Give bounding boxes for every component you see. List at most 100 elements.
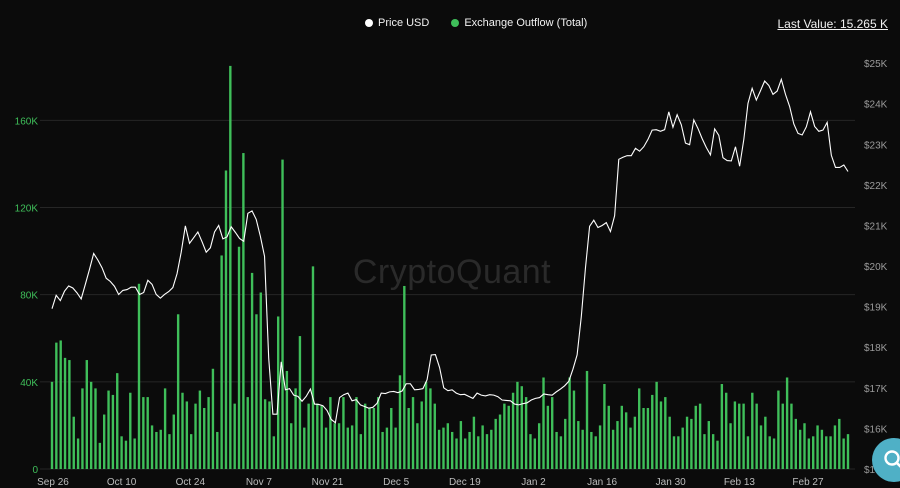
outflow-bar xyxy=(203,407,206,469)
x-tick-label: Oct 24 xyxy=(176,477,206,488)
outflow-bar xyxy=(729,423,732,469)
y-right-tick-label: $20K xyxy=(864,262,888,273)
outflow-bar xyxy=(794,418,797,469)
outflow-bar xyxy=(120,436,123,469)
outflow-bar xyxy=(711,434,715,469)
outflow-bar xyxy=(346,427,349,469)
outflow-bar xyxy=(481,425,484,469)
outflow-bar xyxy=(116,373,119,469)
outflow-bar xyxy=(790,403,793,469)
search-button[interactable] xyxy=(872,438,900,482)
last-value-link[interactable]: Last Value: 15.265 K xyxy=(777,17,888,31)
outflow-bar xyxy=(546,405,550,469)
y-left-tick-label: 160K xyxy=(15,116,39,127)
outflow-bar xyxy=(638,388,641,469)
watermark: CryptoQuant xyxy=(353,253,551,291)
outflow-bar xyxy=(759,425,763,469)
outflow-bar xyxy=(781,403,784,469)
outflow-bar xyxy=(242,153,245,470)
outflow-bar xyxy=(659,401,663,469)
outflow-bar xyxy=(237,246,241,469)
outflow-bar xyxy=(494,418,497,469)
outflow-bar xyxy=(63,357,67,469)
outflow-bar xyxy=(642,407,645,469)
y-right-tick-label: $22K xyxy=(864,181,888,192)
outflow-bar xyxy=(85,360,88,469)
outflow-bar xyxy=(537,423,541,469)
outflow-bar xyxy=(398,375,402,469)
outflow-bar xyxy=(233,403,236,469)
outflow-bar xyxy=(111,394,115,469)
x-tick-label: Nov 21 xyxy=(312,477,344,488)
legend-item-outflow[interactable]: Exchange Outflow (Total) xyxy=(451,17,587,29)
outflow-bar xyxy=(220,255,223,469)
outflow-bar xyxy=(68,360,71,469)
outflow-bar xyxy=(98,442,102,469)
outflow-bar xyxy=(420,401,423,469)
outflow-bar xyxy=(685,416,689,469)
outflow-bar xyxy=(159,429,162,469)
outflow-bar xyxy=(316,403,319,469)
y-right-tick-label: $21K xyxy=(864,221,888,232)
outflow-bar xyxy=(568,377,571,469)
outflow-bar xyxy=(76,438,80,469)
outflow-bar xyxy=(542,377,545,469)
outflow-bar xyxy=(146,397,149,469)
outflow-bar xyxy=(777,390,780,469)
y-right-tick-label: $24K xyxy=(864,100,888,111)
outflow-bar xyxy=(281,159,284,469)
outflow-bar xyxy=(190,434,193,469)
outflow-bar xyxy=(498,414,502,469)
outflow-bar xyxy=(424,381,428,469)
outflow-bar xyxy=(651,394,654,469)
outflow-bar xyxy=(307,403,310,469)
outflow-bar xyxy=(742,403,745,469)
outflow-bar xyxy=(129,392,132,469)
outflow-bar xyxy=(681,427,684,469)
outflow-bar xyxy=(172,414,175,469)
outflow-bar xyxy=(176,314,180,469)
outflow-bar xyxy=(698,403,702,469)
outflow-bar xyxy=(450,431,454,469)
outflow-bar xyxy=(738,403,741,469)
outflow-bar xyxy=(385,427,389,469)
outflow-bar xyxy=(324,427,328,469)
outflow-bar xyxy=(329,397,332,469)
outflow-bar xyxy=(825,436,828,469)
outflow-bar xyxy=(89,381,93,469)
outflow-bar xyxy=(229,65,232,469)
outflow-bar xyxy=(363,403,367,469)
outflow-bar xyxy=(768,436,771,469)
outflow-bar xyxy=(155,431,158,469)
outflow-bar xyxy=(746,436,750,469)
legend-outflow-label: Exchange Outflow (Total) xyxy=(464,17,588,29)
outflow-bar xyxy=(355,397,358,469)
x-tick-label: Oct 10 xyxy=(107,477,137,488)
outflow-bar xyxy=(359,434,363,469)
outflow-bar xyxy=(107,390,110,469)
outflow-bar xyxy=(468,431,471,469)
outflow-bar xyxy=(333,423,336,469)
outflow-bar xyxy=(716,440,719,469)
outflow-bar xyxy=(181,392,184,469)
outflow-bar xyxy=(807,438,811,469)
outflow-bar xyxy=(503,403,506,469)
outflow-bar xyxy=(150,425,154,469)
legend-item-price[interactable]: Price USD xyxy=(365,17,429,29)
outflow-bar xyxy=(263,399,267,469)
outflow-bar xyxy=(320,405,323,469)
outflow-bar xyxy=(142,397,145,469)
y-right-tick-label: $23K xyxy=(864,140,888,151)
y-right-tick-label: $16K xyxy=(864,424,888,435)
y-axis-left: 0 40K 80K 120K 160K xyxy=(15,116,39,476)
y-left-tick-label: 40K xyxy=(20,378,38,389)
outflow-bar xyxy=(572,390,576,469)
outflow-bar xyxy=(311,266,315,469)
outflow-bar xyxy=(137,283,141,469)
outflow-bar xyxy=(55,342,58,469)
outflow-bar xyxy=(520,386,523,469)
outflow-bar xyxy=(624,412,628,469)
outflow-bar xyxy=(764,416,767,469)
x-tick-label: Jan 16 xyxy=(587,477,617,488)
